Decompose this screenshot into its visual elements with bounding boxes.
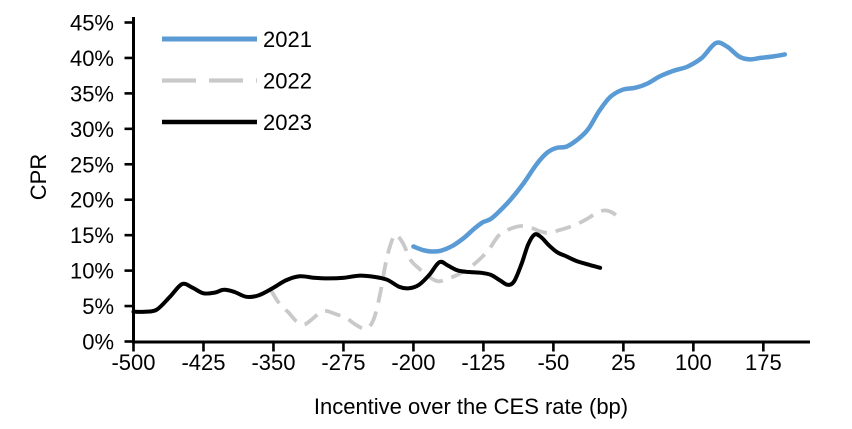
x-tick-label: -350 — [251, 350, 295, 375]
legend-label-2022: 2022 — [263, 69, 312, 94]
x-tick-label: -50 — [537, 350, 569, 375]
y-tick-label: 40% — [70, 46, 114, 71]
x-axis-ticks: -500 -425 -350 -275 -200 -125 -50 25 100 175 — [111, 342, 782, 375]
series-line-2022 — [269, 208, 620, 331]
series-line-2021 — [411, 40, 788, 254]
x-tick-label: -425 — [181, 350, 225, 375]
legend: 2021 2022 2023 — [162, 27, 312, 135]
x-tick-label: -275 — [321, 350, 365, 375]
y-tick-label: 10% — [70, 259, 114, 284]
x-tick-label: 100 — [675, 350, 712, 375]
y-tick-label: 35% — [70, 81, 114, 106]
x-tick-label: 25 — [611, 350, 635, 375]
series-line-2023 — [131, 232, 603, 314]
legend-label-2023: 2023 — [263, 110, 312, 135]
y-axis-title: CPR — [26, 154, 51, 200]
y-tick-label: 30% — [70, 117, 114, 142]
axes: 0% 5% 10% 15% 20% 25% 30% 35% 40% 45% -500 -425 -35… — [70, 11, 810, 375]
y-tick-label: 45% — [70, 11, 114, 36]
x-axis-title: Incentive over the CES rate (bp) — [314, 394, 628, 419]
x-tick-label: -125 — [461, 350, 505, 375]
x-tick-label: -500 — [111, 350, 155, 375]
legend-label-2021: 2021 — [263, 27, 312, 52]
y-tick-label: 25% — [70, 152, 114, 177]
y-tick-label: 5% — [82, 294, 114, 319]
x-tick-label: -200 — [391, 350, 435, 375]
series-lines — [131, 40, 788, 331]
y-axis-ticks: 0% 5% 10% 15% 20% 25% 30% 35% 40% 45% — [70, 11, 134, 355]
y-tick-label: 15% — [70, 223, 114, 248]
y-tick-label: 20% — [70, 188, 114, 213]
x-tick-label: 175 — [745, 350, 782, 375]
y-tick-label: 0% — [82, 330, 114, 355]
